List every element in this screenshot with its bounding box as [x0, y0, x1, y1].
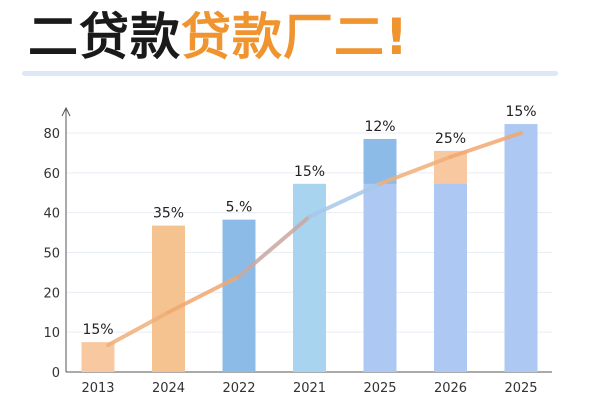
bar	[81, 342, 115, 372]
data-label: 35%	[153, 206, 184, 222]
data-label: 12%	[364, 119, 395, 135]
data-label: 5.%	[226, 200, 253, 216]
x-tick-label: 2022	[222, 381, 255, 396]
x-tick-label: 2025	[504, 381, 537, 396]
bar	[222, 219, 256, 372]
y-tick-label: 20	[43, 286, 60, 301]
data-label: 25%	[435, 131, 466, 147]
y-tick-label: 60	[43, 167, 60, 182]
y-tick-label: 80	[43, 127, 60, 142]
x-tick-label: 2026	[434, 381, 467, 396]
title-accent-part: 贷款厂二!	[181, 8, 409, 66]
x-tick-label: 2024	[152, 381, 185, 396]
x-tick-label: 2025	[363, 381, 396, 396]
x-tick-label: 2021	[293, 381, 326, 396]
y-tick-label: 10	[43, 326, 60, 341]
trend-line-segment	[106, 310, 171, 348]
trend-line-segment	[237, 214, 312, 279]
trend-line-segment	[166, 274, 241, 315]
x-tick-label: 2013	[81, 381, 114, 396]
bar	[152, 225, 185, 372]
bar	[434, 150, 467, 372]
trend-line-segment	[448, 131, 523, 159]
trend-line-segment	[378, 154, 453, 186]
title-divider	[22, 71, 558, 76]
trend-line-segment	[307, 181, 382, 219]
title-dark-part: 二贷款	[28, 8, 181, 66]
bar-overlay	[363, 138, 397, 184]
y-tick-label: 50	[43, 247, 60, 262]
bar	[504, 124, 538, 372]
data-label: 15%	[505, 104, 536, 120]
data-label: 15%	[294, 164, 325, 180]
y-tick-label: 40	[43, 207, 60, 222]
y-axis-arrow	[61, 106, 71, 117]
y-tick-label: 0	[52, 366, 60, 381]
page-title: 二贷款贷款厂二!	[28, 2, 409, 72]
data-label: 15%	[82, 322, 113, 338]
